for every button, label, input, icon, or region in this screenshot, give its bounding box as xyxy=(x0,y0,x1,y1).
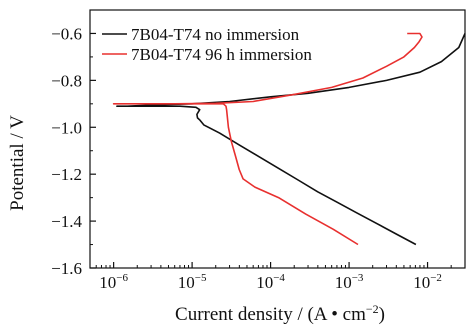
legend-label-96h-immersion: 7B04-T74 96 h immersion xyxy=(131,45,312,64)
plot-area xyxy=(89,9,466,269)
y-tick-label: −1.2 xyxy=(51,165,82,184)
legend: 7B04-T74 no immersion 7B04-T74 96 h imme… xyxy=(102,25,312,64)
x-axis: 10−6 10−5 10−4 10−3 10−2 xyxy=(89,262,466,292)
y-tick-label: −1.6 xyxy=(51,259,82,278)
series-layer xyxy=(112,32,466,246)
legend-label-no-immersion: 7B04-T74 no immersion xyxy=(131,25,300,44)
y-tick-label: −1.4 xyxy=(51,212,82,231)
x-tick-label: 10−3 xyxy=(335,272,364,292)
y-axis-title: Potential / V xyxy=(7,115,28,211)
plot-frame xyxy=(89,9,466,269)
y-tick-label: −0.6 xyxy=(51,24,82,43)
y-tick-label: −0.8 xyxy=(51,71,82,90)
y-axis: −0.6 −0.8 −1.0 −1.2 −1.4 −1.6 xyxy=(51,9,96,278)
y-tick-label: −1.0 xyxy=(51,118,82,137)
series-line-0 xyxy=(116,33,466,246)
x-tick-label: 10−4 xyxy=(256,272,285,292)
x-tick-label: 10−6 xyxy=(99,272,128,292)
x-tick-label: 10−5 xyxy=(178,272,207,292)
x-axis-title: Current density / (A • cm−2) xyxy=(175,302,385,325)
x-tick-label: 10−2 xyxy=(413,272,442,292)
series-line-1 xyxy=(112,32,423,246)
